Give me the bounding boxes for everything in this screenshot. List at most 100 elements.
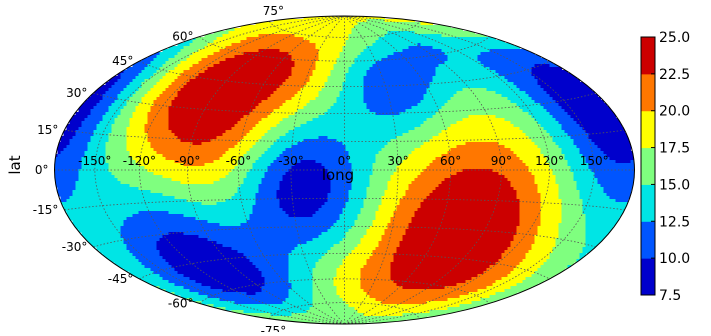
contour-cell [168, 67, 173, 71]
contour-cell [483, 37, 488, 41]
contour-cell [225, 67, 230, 71]
contour-cell [507, 64, 512, 68]
contour-cell [306, 16, 311, 20]
contour-cell [315, 49, 320, 53]
contour-cell [339, 19, 344, 23]
contour-cell [183, 40, 188, 44]
contour-cell [324, 25, 329, 29]
contour-cell [408, 37, 413, 41]
contour-cell [405, 52, 410, 56]
contour-cell [450, 37, 455, 41]
contour-cell [279, 19, 284, 23]
contour-cell [336, 67, 341, 71]
contour-cell [339, 37, 344, 41]
contour-cell [405, 31, 410, 35]
contour-cell [309, 28, 314, 32]
contour-cell [483, 52, 488, 56]
contour-cell [372, 37, 377, 41]
contour-cell [378, 43, 383, 47]
contour-cell [408, 28, 413, 32]
contour-cell [219, 31, 224, 35]
contour-cell [372, 55, 377, 59]
contour-cell [492, 37, 497, 41]
contour-cell [381, 19, 386, 23]
contour-cell [261, 43, 266, 47]
contour-cell [402, 58, 407, 62]
contour-cell [453, 34, 458, 38]
contour-cell [228, 70, 233, 74]
contour-cell [468, 58, 473, 62]
contour-cell [288, 61, 293, 65]
contour-cell [252, 61, 257, 65]
contour-cell [276, 55, 281, 59]
contour-cell [201, 61, 206, 65]
contour-cell [417, 64, 422, 68]
contour-cell [231, 40, 236, 44]
contour-cell [438, 67, 443, 71]
contour-cell [309, 70, 314, 74]
contour-cell [399, 61, 404, 65]
contour-cell [390, 19, 395, 23]
contour-cell [303, 49, 308, 53]
contour-cell [162, 61, 167, 65]
contour-cell [360, 28, 365, 32]
contour-cell [378, 58, 383, 62]
contour-cell [228, 34, 233, 38]
contour-cell [135, 67, 140, 71]
contour-cell [330, 61, 335, 65]
contour-cell [423, 46, 428, 50]
contour-cell [375, 55, 380, 59]
contour-cell [477, 43, 482, 47]
contour-cell [384, 67, 389, 71]
contour-cell [237, 46, 242, 50]
contour-cell [252, 43, 257, 47]
contour-cell [312, 40, 317, 44]
contour-cell [279, 46, 284, 50]
contour-cell [423, 52, 428, 56]
contour-cell [201, 52, 206, 56]
contour-cell [429, 52, 434, 56]
contour-cell [303, 70, 308, 74]
contour-cell [444, 49, 449, 53]
contour-cell [252, 28, 257, 32]
contour-cell [387, 22, 392, 26]
contour-cell [330, 37, 335, 41]
contour-cell [474, 55, 479, 59]
contour-cell [351, 64, 356, 68]
contour-cell [504, 58, 509, 62]
contour-cell [333, 16, 338, 20]
contour-cell [477, 46, 482, 50]
contour-cell [222, 31, 227, 35]
contour-cell [396, 28, 401, 32]
contour-cell [147, 70, 152, 74]
contour-cell [471, 55, 476, 59]
contour-cell [354, 55, 359, 59]
contour-cell [219, 37, 224, 41]
contour-cell [393, 61, 398, 65]
contour-cell [237, 64, 242, 68]
contour-cell [417, 37, 422, 41]
contour-cell [336, 58, 341, 62]
contour-cell [240, 67, 245, 71]
contour-cell [378, 61, 383, 65]
contour-cell [444, 43, 449, 47]
contour-cell [150, 55, 155, 59]
contour-cell [297, 40, 302, 44]
contour-cell [339, 31, 344, 35]
contour-cell [279, 64, 284, 68]
contour-cell [435, 40, 440, 44]
contour-cell [237, 40, 242, 44]
contour-cell [423, 34, 428, 38]
contour-cell [219, 49, 224, 53]
contour-cell [360, 49, 365, 53]
contour-cell [378, 22, 383, 26]
contour-cell [309, 37, 314, 41]
contour-cell [396, 43, 401, 47]
contour-cell [360, 61, 365, 65]
contour-cell [414, 25, 419, 29]
contour-cell [372, 16, 377, 20]
contour-cell [192, 46, 197, 50]
contour-cell [345, 43, 350, 47]
contour-cell [279, 52, 284, 56]
contour-cell [333, 64, 338, 68]
